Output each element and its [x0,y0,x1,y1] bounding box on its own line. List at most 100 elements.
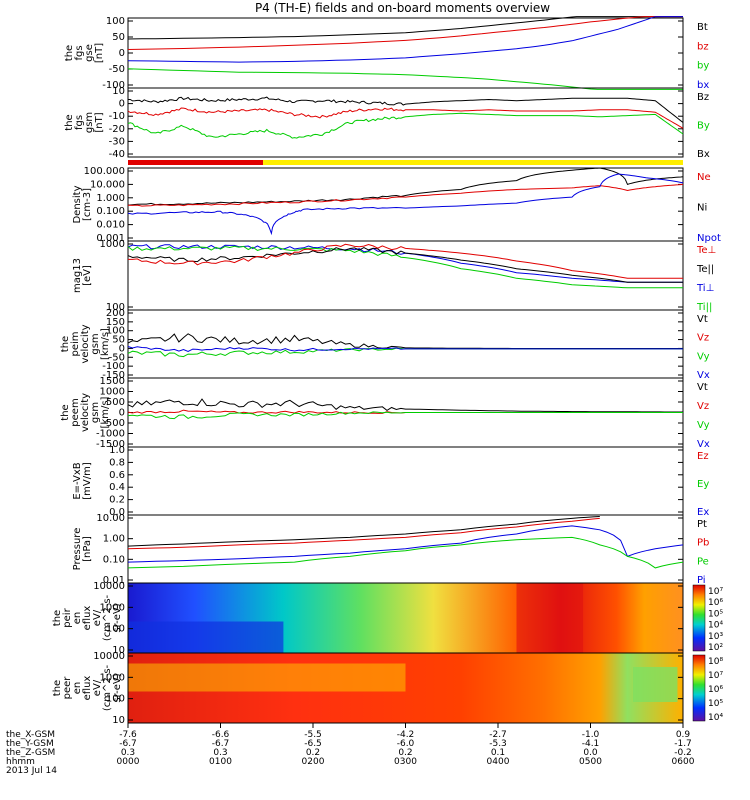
x-axis-row-label: hhmm [6,757,35,767]
y-tick-label: 10 [112,715,125,726]
colorbar [692,654,706,722]
series-line [127,245,683,289]
y-axis-label: thepeemvelocitygsm[km/s] [60,393,111,432]
legend-entry: Pt [697,519,707,530]
series-line [127,16,683,40]
legend-entry: Ti|| [696,302,712,313]
legend-entry: Vy [697,351,710,362]
y-tick-label: 150 [106,317,125,328]
y-tick-label: 50 [112,32,125,43]
y-tick-label: -50 [109,352,125,363]
y-tick-label: 0.2 [109,495,125,506]
y-tick-label: -100 [102,361,125,372]
panel-temperature: mag13[eV] [72,240,684,311]
legend-entry: Ez [697,451,709,462]
y-tick-label: -100 [102,80,125,91]
x-tick-label: -5.5 [304,730,322,740]
panel-frame [127,240,684,311]
y-tick-label: 100 [106,326,125,337]
legend-entry: Ni [697,203,707,214]
heatmap-green-band [633,667,678,702]
legend-entry: Ex [697,507,709,518]
y-tick-label: -30 [109,136,125,147]
legend-entry: Bz [697,92,709,103]
panel-peir_efflux: thepeirenefluxeV/(cm^2-s-sr-eV) [52,582,706,654]
y-tick-label: 10.000 [90,179,125,190]
panel-density: Density[cm-3] [72,167,684,242]
y-tick-label: -150 [102,370,125,381]
y-tick-label: 10.00 [96,513,125,524]
y-tick-label: 200 [106,308,125,319]
mode-bar-red [128,160,263,165]
y-tick-label: -1000 [96,429,125,440]
y-tick-label: 0 [119,48,125,59]
series-line [127,346,683,353]
y-tick-label: 0.01 [103,575,125,586]
y-tick-label: 1000 [100,239,125,250]
legend-entry: Ti⊥ [696,283,714,294]
colorbar-tick-label: 10⁶ [708,685,723,695]
legend-entry: Bx [697,149,710,160]
x-tick-label: 0300 [394,757,417,767]
plot-title: P4 (TH-E) fields and on-board moments ov… [254,1,551,15]
x-tick-label: 0.3 [213,748,227,758]
colorbar-tick-label: 10⁶ [708,598,723,608]
legend-entry: Vx [697,370,710,381]
y-tick-label: -500 [102,418,125,429]
y-axis-label: thepeirenefluxeV/(cm^2-s-sr-eV) [52,594,123,641]
panel-peim_velocity: thepeimvelocitygsm[km/s] [60,309,684,379]
panel-pressure: Pressure[nPa] [72,514,684,584]
y-tick-label: 100 [106,302,125,313]
y-tick-label: 0.6 [109,470,125,481]
series-line [127,398,683,413]
y-tick-label: 100 [106,16,125,27]
y-axis-label: thepeimvelocitygsm[km/s] [60,324,111,363]
y-tick-label: -20 [109,124,125,135]
series-line [127,167,684,206]
y-axis-label: E=-VxB[mV/m] [72,462,93,500]
x-tick-label: -6.6 [212,730,230,740]
x-tick-label: -6.7 [212,739,230,749]
x-tick-label: -1.7 [674,739,692,749]
y-tick-label: 100 [106,694,125,705]
colorbar-tick-label: 10⁴ [708,621,723,631]
series-line [127,112,684,139]
legend-entry: by [697,61,709,72]
colorbar-tick-label: 10⁸ [708,657,723,667]
series-line [127,16,683,63]
y-tick-label: 50 [112,335,125,346]
y-tick-label: 1000 [100,387,125,398]
colorbar-tick-label: 10⁷ [708,671,723,681]
x-tick-label: -6.7 [119,739,137,749]
y-axis-label: thepeerenefluxeV/(cm^2-s-sr-eV) [52,664,123,711]
legend-entry: bz [697,41,709,52]
x-tick-label: -5.3 [489,739,507,749]
legend-entry: By [697,121,710,132]
colorbar-tick-label: 10² [708,643,723,653]
heatmap-low-band [128,621,284,653]
panel-fgs_gsm: thefgsgsm[nT] [64,87,684,158]
y-tick-label: 100.000 [84,166,125,177]
legend-entry: bx [697,80,709,91]
x-tick-label: -6.5 [304,739,322,749]
y-tick-label: 0.100 [96,206,125,217]
series-line [128,243,683,279]
y-axis-label: thefgsgse[nT] [64,43,105,63]
series-line [127,516,600,547]
colorbar [692,584,706,652]
y-tick-label: 1.0 [109,445,125,456]
series-line [127,107,684,129]
legend-entry: Vt [697,382,708,393]
colorbar-tick-label: 10⁷ [708,587,723,597]
panel-fgs_gse: thefgsgse[nT] [64,16,684,90]
x-tick-label: 0600 [672,757,695,767]
y-tick-label: 10 [112,645,125,656]
y-tick-label: 0.010 [96,220,125,231]
panel-frame [127,446,684,516]
x-tick-label: 0400 [487,757,510,767]
series-line [127,517,600,550]
legend-entry: Pe [697,556,709,567]
date-label: 2013 Jul 14 [6,766,57,776]
legend-entry: Vy [697,420,710,431]
